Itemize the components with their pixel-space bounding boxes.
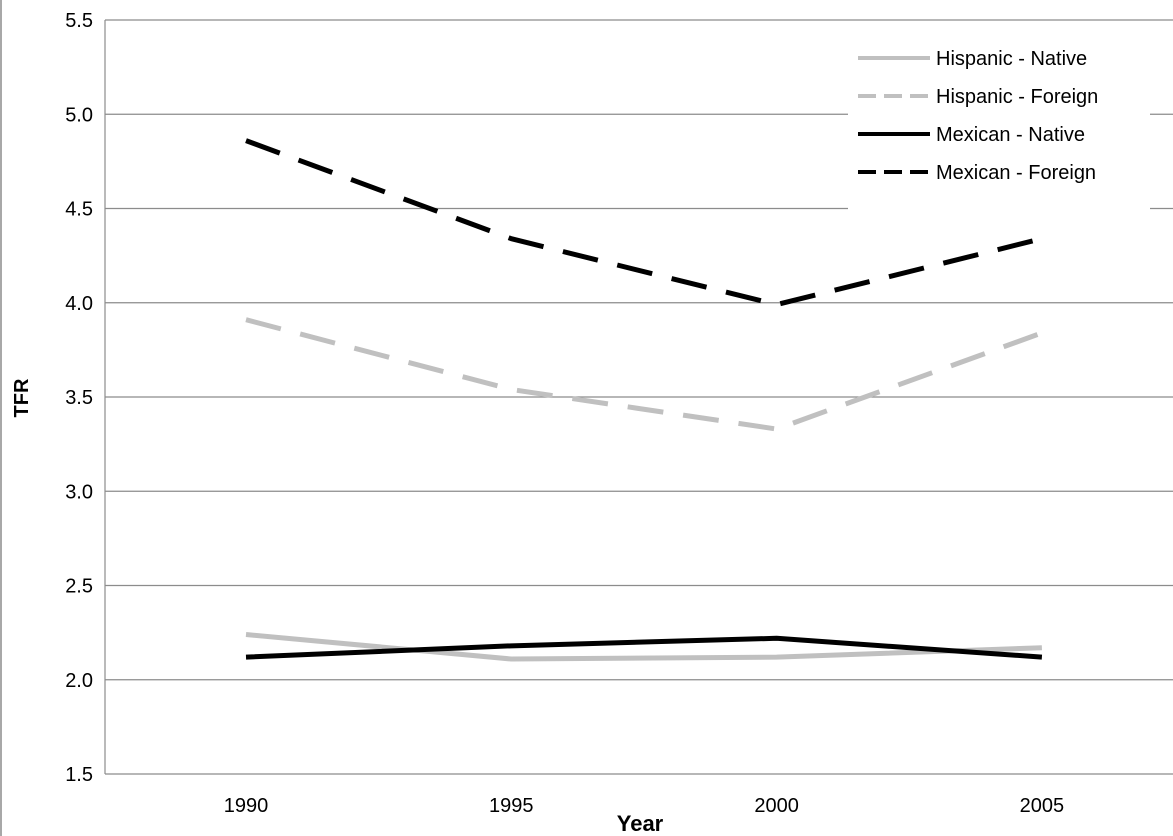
- x-tick-label: 2000: [754, 795, 799, 817]
- x-axis-ticks: 1990 1995 2000 2005: [224, 795, 1064, 817]
- x-axis-title: Year: [617, 811, 664, 836]
- y-tick-label: 5.5: [65, 10, 93, 32]
- legend-label: Mexican - Foreign: [936, 162, 1096, 184]
- series-lines: [245, 138, 1043, 662]
- series-line-3: [245, 138, 1043, 308]
- x-tick-label: 1995: [489, 795, 534, 817]
- legend-label: Mexican - Native: [936, 124, 1085, 146]
- y-tick-label: 2.0: [65, 670, 93, 692]
- y-axis-ticks: 1.5 2.0 2.5 3.0 3.5 4.0 4.5 5.0 5.5: [65, 10, 93, 786]
- x-tick-label: 2005: [1020, 795, 1065, 817]
- y-tick-label: 5.0: [65, 104, 93, 126]
- plot-area: [0, 0, 106, 836]
- legend-label: Hispanic - Foreign: [936, 86, 1098, 108]
- y-tick-label: 3.5: [65, 387, 93, 409]
- series-line-1: [245, 317, 1043, 432]
- series-line-0: [245, 632, 1042, 662]
- y-tick-label: 2.5: [65, 576, 93, 598]
- gridlines: [105, 19, 1173, 775]
- legend-label: Hispanic - Native: [936, 48, 1087, 70]
- y-tick-label: 4.5: [65, 199, 93, 221]
- y-tick-label: 3.0: [65, 481, 93, 503]
- legend-box: [848, 40, 1150, 210]
- x-tick-label: 1990: [224, 795, 269, 817]
- series-line-2: [245, 635, 1043, 660]
- legend: Hispanic - Native Hispanic - Foreign Mexic…: [848, 40, 1150, 210]
- y-tick-label: 4.0: [65, 293, 93, 315]
- y-tick-label: 1.5: [65, 764, 93, 786]
- y-axis-title: TFR: [11, 378, 33, 417]
